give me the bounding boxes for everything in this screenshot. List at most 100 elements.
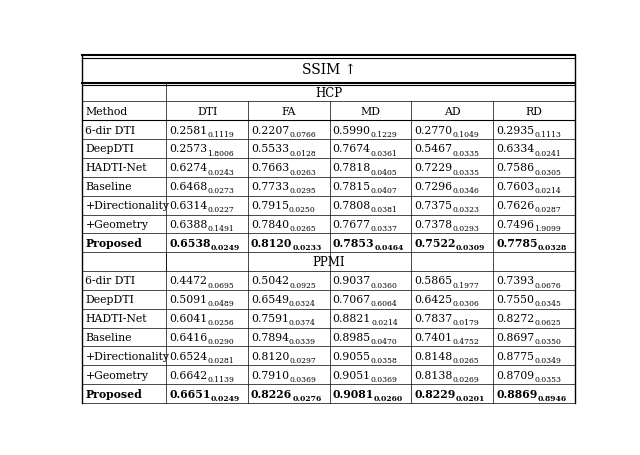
Text: 0.0214: 0.0214 [371, 318, 398, 327]
Text: 0.1113: 0.1113 [534, 131, 561, 138]
Text: 0.7815: 0.7815 [333, 182, 371, 192]
Text: 0.0335: 0.0335 [452, 149, 479, 157]
Text: 6-dir DTI: 6-dir DTI [86, 125, 136, 135]
Text: 0.8985: 0.8985 [333, 332, 371, 342]
Text: 0.7522: 0.7522 [415, 238, 456, 249]
Text: 0.1139: 0.1139 [207, 375, 234, 383]
Text: 0.0766: 0.0766 [289, 131, 316, 138]
Text: 0.2581: 0.2581 [169, 125, 207, 135]
Text: Proposed: Proposed [86, 238, 142, 249]
Text: 0.0295: 0.0295 [289, 187, 316, 195]
Text: 0.0464: 0.0464 [374, 243, 404, 252]
Text: HCP: HCP [315, 86, 342, 100]
Text: 0.9055: 0.9055 [333, 351, 371, 361]
Text: 0.0250: 0.0250 [289, 206, 316, 214]
Text: 0.0297: 0.0297 [289, 356, 316, 364]
Text: 0.7840: 0.7840 [251, 219, 289, 229]
Text: 0.1119: 0.1119 [207, 131, 234, 138]
Text: 0.8946: 0.8946 [538, 394, 566, 402]
Text: +Geometry: +Geometry [86, 219, 148, 229]
Text: 0.8148: 0.8148 [415, 351, 452, 361]
Text: 0.9081: 0.9081 [333, 388, 374, 399]
Text: 0.6642: 0.6642 [169, 370, 207, 380]
Text: 0.0369: 0.0369 [289, 375, 316, 383]
Text: 0.0925: 0.0925 [289, 281, 316, 289]
Text: 0.8226: 0.8226 [251, 388, 292, 399]
Text: 0.0337: 0.0337 [371, 225, 397, 233]
Text: 0.0305: 0.0305 [534, 168, 561, 176]
Text: 0.7378: 0.7378 [415, 219, 452, 229]
Text: 0.7733: 0.7733 [251, 182, 289, 192]
Text: 0.7375: 0.7375 [415, 201, 452, 211]
Text: 0.1491: 0.1491 [207, 225, 234, 233]
Text: 0.0265: 0.0265 [452, 356, 479, 364]
Text: 0.0309: 0.0309 [456, 243, 485, 252]
Text: 0.0273: 0.0273 [207, 187, 234, 195]
Text: 0.6524: 0.6524 [169, 351, 207, 361]
Text: 0.0361: 0.0361 [371, 149, 397, 157]
Text: 0.0243: 0.0243 [207, 168, 234, 176]
Text: 0.8272: 0.8272 [496, 313, 534, 324]
Text: 0.0227: 0.0227 [207, 206, 234, 214]
Text: 0.0323: 0.0323 [452, 206, 479, 214]
Text: 0.7674: 0.7674 [333, 144, 371, 154]
Text: 0.5042: 0.5042 [251, 276, 289, 286]
Text: 0.0328: 0.0328 [538, 243, 567, 252]
Text: 0.7591: 0.7591 [251, 313, 289, 324]
Text: 0.0265: 0.0265 [289, 225, 316, 233]
Text: SSIM ↑: SSIM ↑ [301, 63, 356, 77]
Text: 0.5467: 0.5467 [415, 144, 452, 154]
Text: 0.0269: 0.0269 [453, 375, 479, 383]
Text: 0.7550: 0.7550 [496, 294, 534, 304]
Text: 0.7785: 0.7785 [496, 238, 538, 249]
Text: RD: RD [525, 106, 543, 116]
Text: 0.0339: 0.0339 [289, 338, 316, 345]
Text: 0.9051: 0.9051 [333, 370, 371, 380]
Text: 0.8821: 0.8821 [333, 313, 371, 324]
Text: 0.2935: 0.2935 [496, 125, 534, 135]
Text: 0.7818: 0.7818 [333, 163, 371, 173]
Text: 0.7067: 0.7067 [333, 294, 371, 304]
Text: 0.0346: 0.0346 [452, 187, 479, 195]
Text: 0.7296: 0.7296 [415, 182, 452, 192]
Text: 0.6064: 0.6064 [371, 300, 397, 308]
Text: 0.0287: 0.0287 [534, 206, 561, 214]
Text: 0.7808: 0.7808 [333, 201, 371, 211]
Text: 0.6041: 0.6041 [169, 313, 207, 324]
Text: 0.5865: 0.5865 [415, 276, 452, 286]
Text: 0.8120: 0.8120 [251, 238, 292, 249]
Text: 0.0407: 0.0407 [371, 187, 397, 195]
Text: 0.5091: 0.5091 [169, 294, 207, 304]
Text: DTI: DTI [197, 106, 217, 116]
Text: 1.9099: 1.9099 [534, 225, 561, 233]
Text: 0.8138: 0.8138 [415, 370, 453, 380]
Text: 0.0281: 0.0281 [207, 356, 234, 364]
Text: +Directionality: +Directionality [86, 201, 170, 211]
Text: 0.6425: 0.6425 [415, 294, 452, 304]
Text: 0.5990: 0.5990 [333, 125, 371, 135]
Text: DeepDTI: DeepDTI [86, 294, 134, 304]
Text: 0.7910: 0.7910 [251, 370, 289, 380]
Text: 0.6334: 0.6334 [496, 144, 534, 154]
Text: 0.0290: 0.0290 [207, 338, 234, 345]
Text: 0.8709: 0.8709 [496, 370, 534, 380]
Text: 0.0489: 0.0489 [207, 300, 234, 308]
Text: 0.0276: 0.0276 [292, 394, 321, 402]
Text: 0.0405: 0.0405 [371, 168, 397, 176]
Text: 0.6468: 0.6468 [169, 182, 207, 192]
Text: 0.9037: 0.9037 [333, 276, 371, 286]
Text: 0.7586: 0.7586 [496, 163, 534, 173]
Text: 0.0249: 0.0249 [211, 243, 240, 252]
Text: 0.2770: 0.2770 [415, 125, 452, 135]
Text: 0.4472: 0.4472 [169, 276, 207, 286]
Text: 0.6549: 0.6549 [251, 294, 289, 304]
Text: 0.7894: 0.7894 [251, 332, 289, 342]
Text: Proposed: Proposed [86, 388, 142, 399]
Text: 0.7837: 0.7837 [415, 313, 452, 324]
Text: 0.0233: 0.0233 [292, 243, 322, 252]
Text: Method: Method [86, 106, 128, 116]
Text: 0.7393: 0.7393 [496, 276, 534, 286]
Text: 0.1049: 0.1049 [452, 131, 479, 138]
Text: 0.2207: 0.2207 [251, 125, 289, 135]
Text: 0.4752: 0.4752 [452, 338, 479, 345]
